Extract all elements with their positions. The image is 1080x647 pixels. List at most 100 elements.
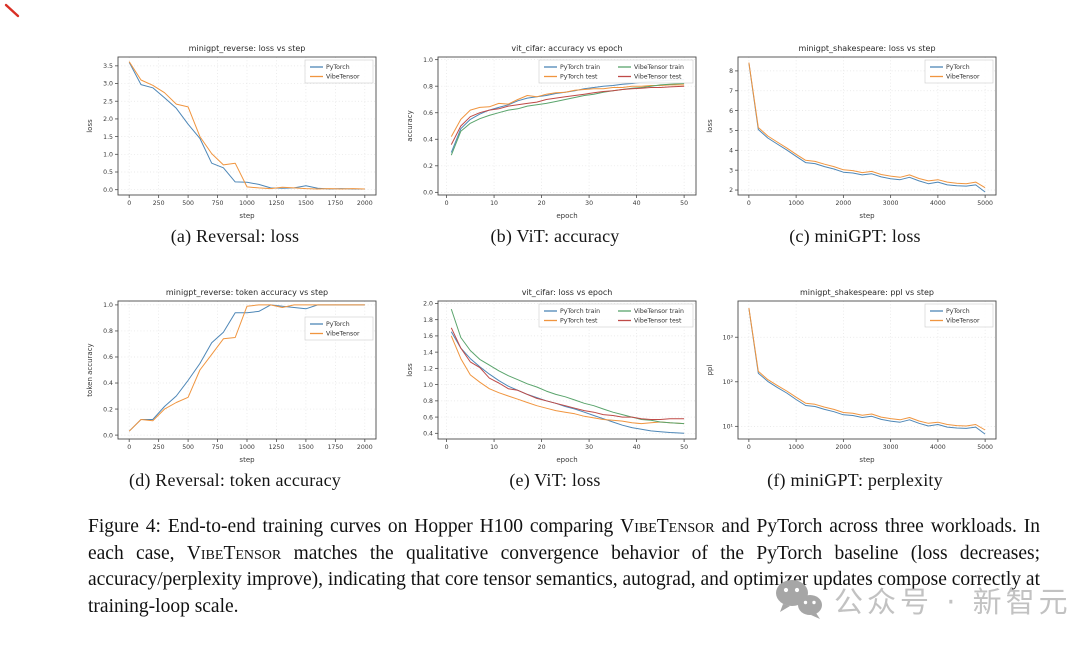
svg-text:0.5: 0.5	[103, 169, 113, 176]
svg-text:epoch: epoch	[556, 456, 577, 464]
svg-text:250: 250	[153, 200, 165, 207]
svg-text:10: 10	[490, 200, 498, 207]
svg-text:0.4: 0.4	[423, 431, 433, 438]
svg-text:1000: 1000	[239, 444, 255, 451]
svg-text:5000: 5000	[977, 200, 993, 207]
svg-text:20: 20	[538, 200, 546, 207]
svg-text:0: 0	[445, 444, 449, 451]
svg-text:loss: loss	[706, 119, 714, 133]
svg-text:step: step	[239, 212, 255, 220]
svg-text:PyTorch: PyTorch	[326, 321, 350, 328]
svg-text:0: 0	[747, 444, 751, 451]
svg-text:0.0: 0.0	[423, 190, 433, 197]
svg-text:0: 0	[747, 200, 751, 207]
svg-text:0.2: 0.2	[423, 163, 433, 170]
svg-text:VibeTensor test: VibeTensor test	[634, 74, 682, 81]
chart-canvas-reversal-loss: 0 250 500 750 1000 1250 1500 1750 2000 0.0 0.5 1.0 1…	[86, 44, 377, 220]
svg-text:ppl: ppl	[706, 365, 714, 376]
svg-text:0.6: 0.6	[423, 110, 433, 117]
svg-text:1500: 1500	[298, 200, 314, 207]
svg-text:5000: 5000	[977, 444, 993, 451]
svg-text:0: 0	[445, 200, 449, 207]
svg-text:3000: 3000	[883, 444, 899, 451]
svg-text:3000: 3000	[883, 200, 899, 207]
svg-text:step: step	[859, 212, 875, 220]
svg-text:8: 8	[729, 68, 733, 75]
svg-text:VibeTensor: VibeTensor	[946, 74, 980, 81]
svg-text:7: 7	[729, 88, 733, 95]
panel-caption-b: (b) ViT: accuracy	[490, 226, 620, 246]
svg-text:PyTorch: PyTorch	[326, 64, 350, 71]
chart-canvas-reversal-token-accuracy: 0 250 500 750 1000 1250 1500 1750 2000 0.0 0.2 0.4 0…	[86, 288, 377, 464]
svg-text:3: 3	[729, 167, 733, 174]
svg-text:VibeTensor: VibeTensor	[326, 74, 360, 81]
svg-text:0.8: 0.8	[423, 398, 433, 405]
svg-text:0.8: 0.8	[423, 83, 433, 90]
svg-text:10³: 10³	[723, 334, 734, 341]
svg-text:0.8: 0.8	[103, 328, 113, 335]
svg-text:token accuracy: token accuracy	[86, 343, 94, 396]
svg-text:0.2: 0.2	[103, 406, 113, 413]
figure-panel-c: 0 1000 2000 3000 4000 5000 2 3 4 5 6 7 8 minigpt_shak…	[705, 42, 1005, 247]
svg-text:10: 10	[490, 444, 498, 451]
chart-canvas-vit-accuracy: 0 10 20 30 40 50 0.0 0.2 0.4 0.6 0.8 1.0 vit_cifar: …	[406, 44, 697, 220]
svg-text:3.5: 3.5	[103, 63, 113, 70]
svg-text:30: 30	[585, 444, 593, 451]
panel-caption-e: (e) ViT: loss	[509, 470, 601, 490]
svg-text:0: 0	[127, 200, 131, 207]
svg-text:minigpt_reverse: loss vs step: minigpt_reverse: loss vs step	[189, 44, 306, 53]
watermark: 公众号 · 新智元	[774, 578, 1072, 622]
svg-text:40: 40	[633, 444, 641, 451]
svg-text:VibeTensor: VibeTensor	[326, 331, 360, 338]
panel-caption-f: (f) miniGPT: perplexity	[767, 470, 943, 490]
watermark-text: 公众号 · 新智元	[834, 585, 1072, 619]
svg-text:2.5: 2.5	[103, 98, 113, 105]
svg-text:PyTorch test: PyTorch test	[560, 318, 598, 325]
svg-text:3.0: 3.0	[103, 81, 113, 88]
svg-text:40: 40	[633, 200, 641, 207]
svg-text:1750: 1750	[327, 444, 343, 451]
panel-caption-d: (d) Reversal: token accuracy	[129, 470, 341, 490]
svg-text:step: step	[239, 456, 255, 464]
svg-text:500: 500	[182, 200, 194, 207]
figure-caption-text: Figure 4: End-to-end training curves on …	[88, 516, 1040, 617]
svg-text:2000: 2000	[835, 444, 851, 451]
svg-text:loss: loss	[86, 119, 94, 133]
svg-text:minigpt_shakespeare: loss vs s: minigpt_shakespeare: loss vs step	[798, 44, 935, 53]
figure-panel-b: 0 10 20 30 40 50 0.0 0.2 0.4 0.6 0.8 1.0 vit_cifar: …	[405, 42, 705, 247]
svg-text:2: 2	[729, 187, 733, 194]
svg-text:1000: 1000	[788, 200, 804, 207]
svg-text:5: 5	[729, 128, 733, 135]
svg-text:VibeTensor test: VibeTensor test	[634, 318, 682, 325]
svg-text:epoch: epoch	[556, 212, 577, 220]
svg-text:step: step	[859, 456, 875, 464]
svg-text:VibeTensor train: VibeTensor train	[634, 64, 684, 71]
chart-canvas-vit-loss: 0 10 20 30 40 50 0.4 0.6 0.8 1.0 1.2 1.4 1.6 1.8 2.0 vi…	[406, 288, 697, 464]
svg-text:250: 250	[153, 444, 165, 451]
svg-text:4000: 4000	[930, 444, 946, 451]
svg-text:1.0: 1.0	[423, 57, 433, 64]
svg-text:4: 4	[729, 148, 733, 155]
svg-text:750: 750	[212, 200, 224, 207]
svg-text:PyTorch train: PyTorch train	[560, 64, 600, 71]
svg-text:1750: 1750	[327, 200, 343, 207]
svg-text:VibeTensor: VibeTensor	[946, 318, 980, 325]
svg-text:1.2: 1.2	[423, 366, 433, 373]
svg-text:vit_cifar: loss vs epoch: vit_cifar: loss vs epoch	[522, 288, 613, 297]
wechat-icon	[776, 580, 822, 619]
figure-panel-f: 0 1000 2000 3000 4000 5000 10¹ 10² 10³ minigpt_sh…	[705, 286, 1005, 491]
svg-text:0.0: 0.0	[103, 187, 113, 194]
svg-text:20: 20	[538, 444, 546, 451]
svg-text:0.6: 0.6	[103, 354, 113, 361]
svg-text:accuracy: accuracy	[406, 110, 414, 142]
svg-text:1000: 1000	[239, 200, 255, 207]
svg-text:VibeTensor train: VibeTensor train	[634, 308, 684, 315]
svg-text:6: 6	[729, 108, 733, 115]
chart-canvas-minigpt-perplexity: 0 1000 2000 3000 4000 5000 10¹ 10² 10³ minigpt_sh…	[706, 288, 997, 464]
svg-text:1250: 1250	[269, 200, 285, 207]
red-annotation-mark	[4, 3, 20, 18]
svg-text:1.0: 1.0	[103, 302, 113, 309]
svg-text:0.0: 0.0	[103, 432, 113, 439]
svg-text:vit_cifar: accuracy vs epoch: vit_cifar: accuracy vs epoch	[511, 44, 622, 53]
